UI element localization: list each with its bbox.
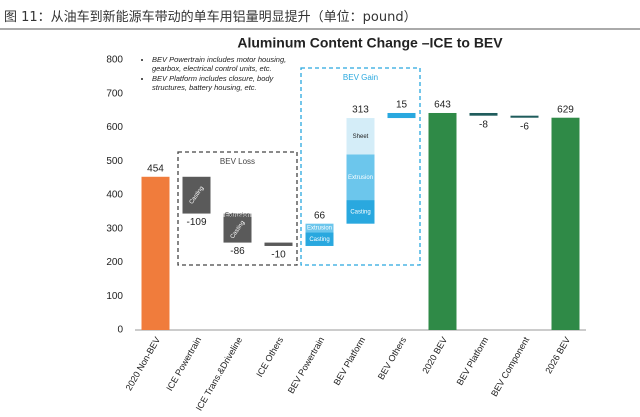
segment-label: Casting — [309, 237, 329, 243]
value-label: 66 — [314, 210, 326, 221]
header: 图 11：从油车到新能源车带动的单车用铝量明显提升（单位：pound） — [4, 10, 417, 25]
value-label: -86 — [230, 246, 245, 257]
value-label: 15 — [396, 100, 408, 111]
y-tick-label: 400 — [106, 190, 123, 201]
y-tick-label: 0 — [117, 325, 123, 336]
value-label: -6 — [520, 121, 529, 132]
group-label: BEV Loss — [220, 157, 255, 166]
bar-segment — [182, 176, 211, 214]
x-tick-label: 2026 BEV — [543, 335, 572, 375]
segment-label: Sheet — [353, 134, 369, 140]
bar — [551, 117, 580, 331]
segment-label: Casting — [350, 209, 370, 215]
value-label: 643 — [434, 100, 451, 111]
note: BEV Powertrain includes motor housing, g… — [152, 55, 302, 73]
segment-label: Extrusion — [307, 226, 332, 232]
bar — [428, 112, 457, 330]
bar — [510, 115, 539, 118]
segment-label: Extrusion — [348, 175, 373, 181]
group-box — [300, 67, 421, 266]
x-tick-label: BEV Platform — [455, 335, 491, 387]
bar — [141, 176, 170, 330]
bar-segment — [346, 154, 375, 201]
x-tick-label: BEV Powertrain — [286, 335, 326, 395]
y-tick-label: 200 — [106, 257, 123, 268]
bar-segment — [305, 232, 334, 246]
x-tick-label: ICE Others — [254, 335, 285, 379]
bar-segment — [305, 223, 334, 233]
y-tick-label: 800 — [106, 55, 123, 66]
segment-label: Extrusion — [225, 213, 250, 219]
y-tick-label: 600 — [106, 122, 123, 133]
x-tick-label: ICE Powertrain — [164, 335, 203, 392]
notes: BEV Powertrain includes motor housing, g… — [142, 55, 302, 93]
bar — [264, 242, 293, 246]
bar — [387, 112, 416, 119]
x-tick-label: BEV Platform — [332, 335, 368, 387]
x-tick-label: ICE Trans.&Driveline — [194, 335, 244, 412]
y-tick-label: 500 — [106, 156, 123, 167]
group-box — [177, 151, 298, 266]
chart-title: Aluminum Content Change –ICE to BEV — [237, 35, 503, 51]
value-label: -10 — [271, 250, 286, 261]
x-tick-label: 2020 Non-BEV — [124, 335, 163, 392]
group-label: BEV Gain — [343, 73, 378, 82]
value-label: 313 — [352, 105, 369, 116]
y-tick-label: 100 — [106, 291, 123, 302]
y-tick-label: 300 — [106, 223, 123, 234]
bar — [469, 112, 498, 116]
bar-segment — [223, 216, 252, 243]
value-label: 629 — [557, 104, 574, 115]
value-label: -109 — [186, 217, 206, 228]
value-label: 454 — [147, 163, 164, 174]
bar-segment — [346, 200, 375, 224]
x-tick-label: BEV Others — [376, 335, 409, 382]
note: BEV Platform includes closure, body stru… — [152, 74, 302, 92]
x-tick-label: BEV Component — [489, 335, 531, 398]
bar-segment — [223, 213, 252, 217]
x-tick-label: 2020 BEV — [420, 335, 449, 375]
y-tick-label: 700 — [106, 88, 123, 99]
bar-segment — [346, 118, 375, 155]
value-label: -8 — [479, 119, 488, 130]
